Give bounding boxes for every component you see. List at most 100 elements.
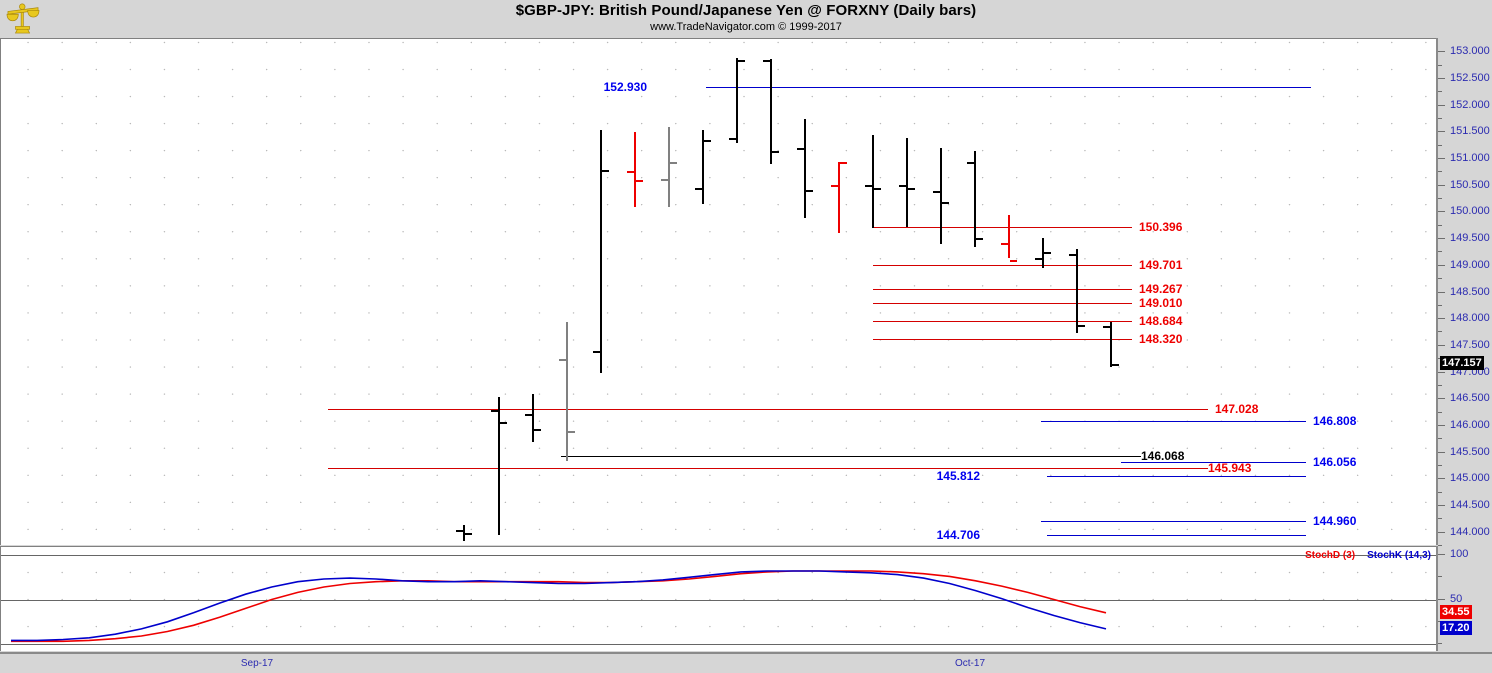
ohlc-bar xyxy=(940,148,942,245)
date-axis-label: Sep-17 xyxy=(240,658,274,669)
price-axis-minor-tick xyxy=(1438,384,1442,386)
current-price-flag: 147.157 xyxy=(1440,356,1484,371)
stochastic-axis-tick xyxy=(1438,598,1445,600)
price-level-label: 144.706 xyxy=(936,528,980,542)
ohlc-close-tick xyxy=(976,238,983,241)
price-level-label: 146.808 xyxy=(1313,414,1357,428)
price-axis-label: 148.000 xyxy=(1450,312,1490,325)
ohlc-bar xyxy=(804,119,806,218)
price-axis-tick xyxy=(1438,371,1445,373)
stochastic-legend: StochD (3) StochK (14,3) xyxy=(1305,550,1431,561)
price-axis-minor-tick xyxy=(1438,304,1442,306)
ohlc-close-tick xyxy=(1078,324,1085,327)
price-level-label: 149.267 xyxy=(1139,282,1183,296)
price-axis-tick xyxy=(1438,451,1445,453)
price-axis-tick xyxy=(1438,478,1445,480)
price-axis-minor-tick xyxy=(1438,171,1442,173)
ohlc-bar xyxy=(668,127,670,208)
price-axis-label: 148.500 xyxy=(1450,285,1490,298)
price-axis-minor-tick xyxy=(1438,464,1442,466)
price-axis-minor-tick xyxy=(1438,224,1442,226)
date-axis[interactable]: Sep-17 Oct-17 xyxy=(0,652,1492,673)
price-level-line[interactable] xyxy=(1121,462,1306,463)
ohlc-bar xyxy=(906,137,908,228)
price-level-line[interactable] xyxy=(706,87,1311,88)
ohlc-open-tick xyxy=(1103,325,1110,328)
price-axis-label: 144.500 xyxy=(1450,498,1490,511)
price-level-label: 148.320 xyxy=(1139,332,1183,346)
ohlc-close-tick xyxy=(1112,364,1119,366)
ohlc-open-tick xyxy=(763,60,770,63)
price-axis-tick xyxy=(1438,158,1445,160)
price-axis-label: 151.500 xyxy=(1450,125,1490,138)
ohlc-open-tick xyxy=(695,188,702,191)
price-level-line[interactable] xyxy=(328,468,1208,469)
price-axis-label: 146.000 xyxy=(1450,418,1490,431)
price-level-line[interactable] xyxy=(873,227,1132,228)
ohlc-open-tick xyxy=(1069,254,1076,257)
price-level-line[interactable] xyxy=(873,289,1132,290)
ohlc-open-tick xyxy=(933,191,940,194)
price-axis-label: 153.000 xyxy=(1450,45,1490,58)
stochastic-line-d xyxy=(11,570,1107,643)
ohlc-open-tick xyxy=(797,148,804,151)
price-level-label: 149.010 xyxy=(1139,296,1183,310)
price-axis-tick xyxy=(1438,291,1445,293)
stochastic-axis[interactable]: 100 50 34.55 17.20 xyxy=(1436,546,1492,651)
ohlc-open-tick xyxy=(627,170,634,173)
price-level-line[interactable] xyxy=(873,303,1132,304)
stochastic-axis-tick xyxy=(1438,554,1445,555)
ohlc-bar xyxy=(566,321,568,461)
ohlc-open-tick xyxy=(1035,257,1042,260)
price-axis-tick xyxy=(1438,264,1445,266)
price-level-line[interactable] xyxy=(1041,421,1306,422)
price-axis-minor-tick xyxy=(1438,118,1442,119)
stochastic-axis-label: 50 xyxy=(1450,592,1463,605)
price-level-line[interactable] xyxy=(561,456,1141,457)
price-level-line[interactable] xyxy=(1047,535,1306,536)
chart-subtitle: www.TradeNavigator.com © 1999-2017 xyxy=(650,21,842,33)
ohlc-close-tick xyxy=(840,161,847,164)
price-level-line[interactable] xyxy=(873,339,1132,340)
ohlc-bar xyxy=(600,129,602,373)
stochastic-axis-minor-tick xyxy=(1438,643,1442,644)
genesis-scales-logo-icon xyxy=(6,3,40,34)
stochastic-axis-label: 100 xyxy=(1450,548,1469,560)
price-axis-tick xyxy=(1438,131,1445,133)
price-axis[interactable]: 153.000 152.500 152.000 151.500 151.000 150.5… xyxy=(1436,38,1492,546)
price-level-line[interactable] xyxy=(328,409,1208,410)
price-axis-tick xyxy=(1438,238,1445,240)
ohlc-bar xyxy=(463,524,465,541)
price-chart-pane[interactable]: © GenesisFT 152.930150.396149.701149.267… xyxy=(0,38,1436,545)
date-axis-label: Oct-17 xyxy=(954,658,986,669)
price-axis-tick xyxy=(1438,211,1445,213)
price-axis-tick xyxy=(1438,51,1445,53)
price-axis-minor-tick xyxy=(1438,251,1442,253)
price-level-line[interactable] xyxy=(1047,476,1306,477)
ohlc-close-tick xyxy=(874,188,881,191)
stochastic-value-badge: 17.20 xyxy=(1440,620,1472,635)
price-axis-label: 144.000 xyxy=(1450,525,1490,538)
price-level-line[interactable] xyxy=(873,265,1132,266)
ohlc-close-tick xyxy=(1010,260,1017,263)
ohlc-open-tick xyxy=(593,351,600,354)
chart-header: $GBP-JPY: British Pound/Japanese Yen @ F… xyxy=(0,0,1492,38)
ohlc-close-tick xyxy=(602,169,609,172)
ohlc-bar xyxy=(532,393,534,442)
price-level-label: 145.812 xyxy=(936,469,980,483)
price-axis-label: 150.500 xyxy=(1450,178,1490,191)
price-axis-label: 146.500 xyxy=(1450,392,1490,405)
price-axis-tick xyxy=(1438,318,1445,320)
stochastic-pane[interactable]: StochD (3) StochK (14,3) xyxy=(0,546,1436,651)
price-level-label: 146.056 xyxy=(1313,455,1357,469)
price-level-line[interactable] xyxy=(873,321,1132,322)
price-axis-label: 150.000 xyxy=(1450,205,1490,218)
stochastic-axis-minor-tick xyxy=(1438,576,1442,578)
price-axis-minor-tick xyxy=(1438,144,1442,146)
ohlc-bar xyxy=(634,132,636,208)
ohlc-open-tick xyxy=(831,184,838,187)
price-axis-tick xyxy=(1438,344,1445,346)
ohlc-close-tick xyxy=(636,180,643,183)
price-level-label: 147.028 xyxy=(1215,402,1259,416)
price-level-line[interactable] xyxy=(1041,521,1306,522)
